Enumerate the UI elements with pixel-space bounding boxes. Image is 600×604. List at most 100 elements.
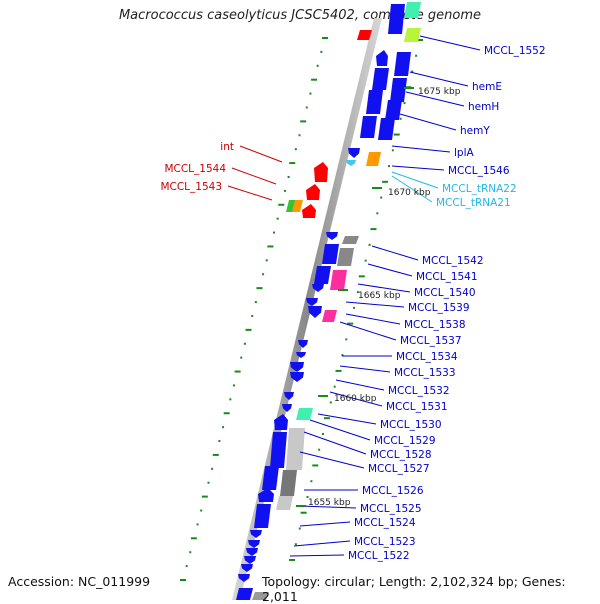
gene-block <box>357 30 372 40</box>
gene-arrow <box>306 298 318 306</box>
label-int-leader <box>239 145 283 163</box>
label-heme-leader <box>409 71 469 87</box>
label-mccl-1546-leader <box>391 165 445 171</box>
kbp-label: 1655 kbp <box>308 498 351 508</box>
label-mccl-1529-leader <box>309 419 371 441</box>
label-int: int <box>220 141 234 153</box>
gene-block <box>360 116 377 138</box>
gene-arrow <box>312 284 324 292</box>
label-mccl-1543-leader <box>227 185 273 201</box>
label-mccl-1541-leader <box>367 263 413 277</box>
gene-block <box>366 90 383 114</box>
label-mccl-1525-leader <box>299 505 357 509</box>
gene-block <box>404 28 421 42</box>
tick-marks <box>180 37 423 581</box>
gene-arrow <box>248 540 260 548</box>
label-mccl-1534: MCCL_1534 <box>396 351 458 363</box>
kbp-label: 1665 kbp <box>358 291 401 301</box>
label-mccl-1531-leader <box>329 391 383 407</box>
label-mccl-1523-leader <box>293 540 351 547</box>
label-mccl-1526: MCCL_1526 <box>362 485 424 497</box>
label-mccl-1540-leader <box>357 283 411 293</box>
kbp-label: 1675 kbp <box>418 87 461 97</box>
gene-block <box>322 310 337 322</box>
label-mccl-1522: MCCL_1522 <box>348 550 410 562</box>
gene-block <box>404 2 421 18</box>
label-mccl-1523: MCCL_1523 <box>354 536 416 548</box>
gene-block <box>236 588 253 600</box>
label-mccl-1544: MCCL_1544 <box>164 163 226 175</box>
gene-arrow <box>296 352 306 358</box>
gene-block <box>372 68 389 90</box>
label-mccl-1524: MCCL_1524 <box>354 517 416 529</box>
label-mccl-1541: MCCL_1541 <box>416 271 478 283</box>
kbp-label: 1670 kbp <box>388 188 431 198</box>
gene-block <box>252 592 269 600</box>
gene-block <box>254 504 271 528</box>
label-mccl-1544-leader <box>231 167 277 185</box>
gene-arrow <box>308 306 322 318</box>
gene-arrow <box>298 340 308 348</box>
gene-block <box>262 466 279 490</box>
gene-arrow <box>306 184 320 200</box>
kbp-label: 1660 kbp <box>334 394 377 404</box>
gene-block <box>337 248 354 266</box>
label-mccl-trna21: MCCL_tRNA21 <box>436 197 511 209</box>
gene-arrow <box>290 372 304 382</box>
label-mccl-1546: MCCL_1546 <box>448 165 510 177</box>
label-mccl-1530-leader <box>317 413 377 425</box>
label-mccl-1552: MCCL_1552 <box>484 45 546 57</box>
label-mccl-1528: MCCL_1528 <box>370 449 432 461</box>
gene-arrow <box>244 556 256 564</box>
label-mccl-1532-leader <box>335 379 385 391</box>
label-mccl-1531: MCCL_1531 <box>386 401 448 413</box>
label-mccl-1552-leader <box>419 35 481 51</box>
gene-block <box>292 200 303 212</box>
label-mccl-1538-leader <box>345 313 401 325</box>
label-mccl-1539: MCCL_1539 <box>408 302 470 314</box>
gene-arrow <box>314 162 328 182</box>
gene-block <box>378 118 395 140</box>
gene-block <box>388 4 405 34</box>
label-mccl-1542-leader <box>371 245 419 261</box>
label-mccl-1533: MCCL_1533 <box>394 367 456 379</box>
gene-features <box>236 2 421 600</box>
label-leader-lines <box>227 35 481 557</box>
label-mccl-1525: MCCL_1525 <box>360 503 422 515</box>
label-mccl-trna22-leader <box>391 171 439 189</box>
gene-block <box>286 428 305 470</box>
gene-block <box>270 432 287 468</box>
accession-text: Accession: NC_011999 <box>8 574 151 589</box>
label-mccl-1524-leader <box>299 521 351 527</box>
gene-arrow <box>302 204 316 218</box>
label-mccl-1522-leader <box>289 554 345 557</box>
label-hemy-leader <box>399 113 457 131</box>
gene-arrow <box>326 232 338 240</box>
label-mccl-1527-leader <box>299 451 365 469</box>
label-mccl-1529: MCCL_1529 <box>374 435 436 447</box>
label-hemh-leader <box>405 91 465 107</box>
gene-arrow <box>250 530 262 538</box>
label-mccl-trna21-leader <box>391 175 433 203</box>
kbp-markers: 1675 kbp 1670 kbp 1665 kbp 1660 kbp 1655 kbp <box>296 87 461 508</box>
label-mccl-1530: MCCL_1530 <box>380 419 442 431</box>
label-mccl-trna22: MCCL_tRNA22 <box>442 183 517 195</box>
gene-block <box>390 78 407 102</box>
label-lpla: lplA <box>454 147 474 159</box>
label-mccl-1543: MCCL_1543 <box>160 181 222 193</box>
label-mccl-1528-leader <box>303 431 367 455</box>
gene-arrow <box>274 414 288 430</box>
gene-arrow <box>238 574 250 582</box>
label-mccl-1533-leader <box>339 365 391 373</box>
label-hemh: hemH <box>468 101 499 113</box>
gene-block <box>322 244 339 264</box>
label-heme: hemE <box>472 81 502 93</box>
gene-arrow <box>348 148 360 158</box>
label-mccl-1539-leader <box>345 301 405 308</box>
gene-arrow <box>258 488 274 502</box>
gene-block <box>280 470 297 496</box>
gene-block <box>394 52 411 76</box>
label-hemy: hemY <box>460 125 490 137</box>
gene-arrow <box>290 362 304 372</box>
